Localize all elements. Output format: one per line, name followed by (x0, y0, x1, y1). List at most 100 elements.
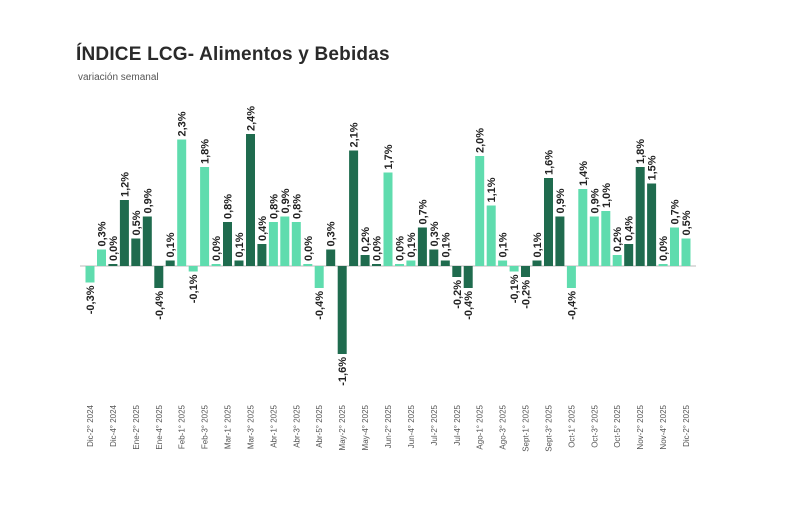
bar-value-label: 0,7% (417, 199, 429, 224)
chart-title: ÍNDICE LCG- Alimentos y Bebidas (76, 44, 390, 65)
x-tick-label: Ene-2° 2025 (132, 404, 141, 449)
x-tick-label: Sept-1° 2025 (522, 404, 531, 451)
bar (475, 156, 485, 266)
bar (463, 266, 473, 288)
bar-value-label: 1,8% (200, 139, 212, 164)
x-tick-label: Jul-2° 2025 (430, 404, 439, 445)
bar (223, 222, 232, 266)
bar (165, 260, 175, 266)
bar-value-label: 0,9% (280, 188, 292, 213)
bar (578, 189, 588, 266)
bar-value-label: 0,9% (142, 188, 154, 213)
bar-value-label: 0,4% (257, 216, 269, 241)
bar-value-label: 0,0% (394, 236, 406, 261)
bar (395, 264, 404, 266)
bar (349, 150, 359, 266)
bar-value-label: 0,5% (681, 210, 693, 235)
bar (326, 249, 336, 266)
bar-value-label: 2,1% (349, 122, 361, 147)
bar-value-label: -0,1% (188, 274, 200, 303)
bar-value-label: 0,9% (555, 188, 567, 213)
bar-series (85, 134, 691, 354)
x-tick-label: Mar-3° 2025 (246, 404, 255, 449)
bar-value-label: 1,0% (601, 183, 613, 208)
bar (211, 264, 221, 266)
bar (509, 266, 519, 272)
bar (280, 216, 290, 266)
bar (154, 266, 164, 288)
bar (544, 178, 553, 266)
chart-subtitle: variación semanal (78, 72, 159, 83)
bar-value-label: 1,8% (635, 139, 647, 164)
x-tick-label: Jul-4° 2025 (453, 404, 462, 445)
x-tick-label: Dic-2° 2025 (682, 404, 691, 446)
bar-value-label: 0,1% (440, 232, 452, 257)
bar (658, 264, 668, 266)
x-tick-label: Ene-4° 2025 (155, 404, 164, 449)
bar (612, 255, 622, 266)
x-tick-label: Oct-5° 2025 (613, 404, 622, 447)
bar-value-label: 0,8% (268, 194, 280, 219)
bar-value-label: 2,0% (475, 128, 487, 153)
bar (589, 216, 599, 266)
x-tick-label: Oct-1° 2025 (567, 404, 576, 447)
bar (521, 266, 530, 277)
bar (246, 134, 255, 266)
bar (372, 264, 381, 266)
bar-value-label: 0,3% (326, 221, 338, 246)
bar-value-label: 1,2% (119, 172, 131, 197)
bar (314, 266, 324, 288)
bar-value-label: 1,4% (578, 161, 590, 186)
bar-value-label: -0,3% (85, 285, 97, 314)
bar-value-label: 0,1% (406, 232, 418, 257)
x-tick-label: Abr-5° 2025 (315, 404, 324, 447)
bar (383, 172, 393, 266)
bar (119, 200, 129, 266)
bar-value-label: 0,0% (658, 236, 670, 261)
bar (85, 266, 95, 283)
bar (624, 244, 634, 266)
bar-value-label: 0,7% (670, 199, 682, 224)
bar-value-label: -0,4% (154, 291, 166, 320)
bar (303, 264, 313, 266)
bar (406, 260, 416, 266)
x-axis-tick-labels: Dic-2° 2024 Dic-4° 2024 Ene-2° 2025 Ene-4° … (86, 404, 691, 451)
bar-value-label: 1,6% (543, 150, 555, 175)
bar (647, 183, 657, 266)
bar-value-label: -0,4% (463, 291, 475, 320)
bar-value-label: 0,9% (589, 188, 601, 213)
bar-value-label: 0,1% (498, 232, 510, 257)
x-tick-label: Ago-3° 2025 (499, 404, 508, 449)
bar (417, 227, 427, 266)
bar (142, 216, 152, 266)
x-tick-label: May-2° 2025 (338, 404, 347, 450)
bar (429, 249, 439, 266)
x-tick-label: Abr-3° 2025 (292, 404, 301, 447)
bar-value-label: 0,1% (532, 232, 544, 257)
x-tick-label: Ago-1° 2025 (476, 404, 485, 449)
bar (291, 222, 301, 266)
x-tick-label: Feb-1° 2025 (178, 404, 187, 449)
bar (635, 167, 645, 266)
bar-value-label: 0,1% (234, 232, 246, 257)
bar-value-label: 0,8% (223, 194, 235, 219)
x-tick-label: Oct-3° 2025 (590, 404, 599, 447)
bar (601, 211, 611, 266)
bar-value-label: 1,1% (486, 177, 498, 202)
bar (97, 249, 106, 266)
bar-value-label: 2,4% (245, 106, 257, 131)
bar (234, 260, 244, 266)
x-tick-label: Abr-1° 2025 (269, 404, 278, 447)
bar-value-label: 0,0% (211, 236, 223, 261)
data-labels: -0,3% 0,3% 0,0% 1,2% 0,5% 0,9% -0,4% 0,1% 2,3% -0… (85, 106, 693, 386)
bar-value-label: 2,3% (177, 111, 189, 136)
bar (498, 260, 508, 266)
x-tick-label: Nov-2° 2025 (636, 404, 645, 449)
bar (108, 264, 118, 266)
bar-value-label: -0,4% (566, 291, 578, 320)
bar-value-label: 0,8% (291, 194, 303, 219)
bar-value-label: 0,1% (165, 232, 177, 257)
bar (188, 266, 198, 272)
bar-value-label: 0,3% (429, 221, 441, 246)
